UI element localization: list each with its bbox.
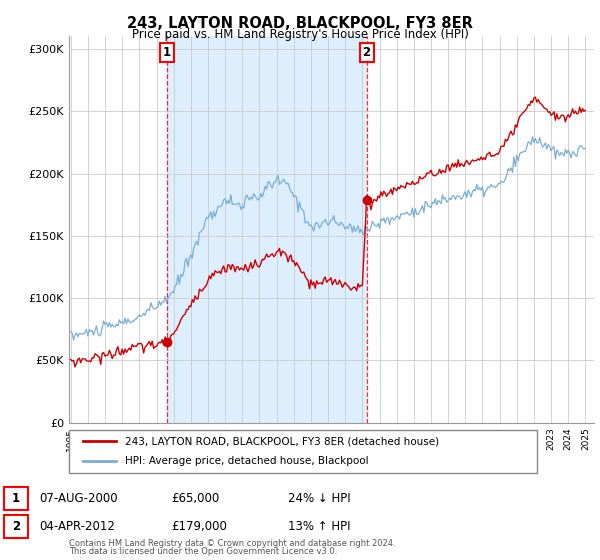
Bar bbox=[167, 36, 367, 423]
Text: 2: 2 bbox=[12, 520, 20, 533]
Text: 1: 1 bbox=[163, 46, 171, 59]
Text: £65,000: £65,000 bbox=[171, 492, 219, 505]
FancyBboxPatch shape bbox=[69, 430, 537, 473]
Text: 13% ↑ HPI: 13% ↑ HPI bbox=[288, 520, 350, 533]
Text: Contains HM Land Registry data © Crown copyright and database right 2024.: Contains HM Land Registry data © Crown c… bbox=[69, 539, 395, 548]
Text: This data is licensed under the Open Government Licence v3.0.: This data is licensed under the Open Gov… bbox=[69, 547, 337, 556]
Text: Price paid vs. HM Land Registry's House Price Index (HPI): Price paid vs. HM Land Registry's House … bbox=[131, 28, 469, 41]
Text: 243, LAYTON ROAD, BLACKPOOL, FY3 8ER: 243, LAYTON ROAD, BLACKPOOL, FY3 8ER bbox=[127, 16, 473, 31]
Text: 1: 1 bbox=[12, 492, 20, 505]
Text: 07-AUG-2000: 07-AUG-2000 bbox=[39, 492, 118, 505]
Text: £179,000: £179,000 bbox=[171, 520, 227, 533]
Text: 2: 2 bbox=[362, 46, 371, 59]
Text: 04-APR-2012: 04-APR-2012 bbox=[39, 520, 115, 533]
Text: HPI: Average price, detached house, Blackpool: HPI: Average price, detached house, Blac… bbox=[125, 456, 369, 466]
Text: 243, LAYTON ROAD, BLACKPOOL, FY3 8ER (detached house): 243, LAYTON ROAD, BLACKPOOL, FY3 8ER (de… bbox=[125, 436, 439, 446]
Text: 24% ↓ HPI: 24% ↓ HPI bbox=[288, 492, 350, 505]
